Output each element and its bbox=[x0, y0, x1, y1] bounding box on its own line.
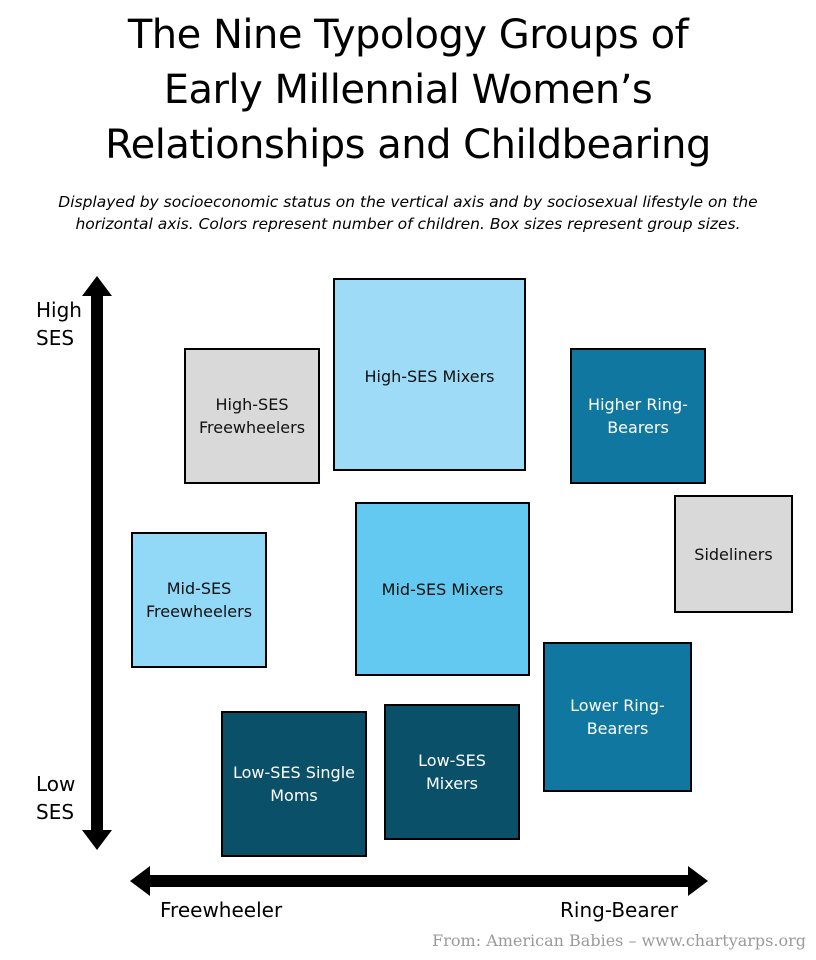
group-mid-ses-freewheelers: Mid-SES Freewheelers bbox=[131, 532, 267, 668]
y-axis-high-line-1: High bbox=[36, 298, 82, 322]
y-axis-low-label: Low SES bbox=[36, 770, 75, 826]
subtitle-line-1: Displayed by socioeconomic status on the… bbox=[58, 193, 758, 211]
group-label: Sideliners bbox=[694, 544, 773, 564]
vertical-axis-arrow bbox=[82, 276, 112, 850]
group-label-line-1: Low-SES bbox=[418, 751, 486, 770]
y-axis-high-label: High SES bbox=[36, 296, 82, 352]
group-label-line-1: Lower Ring- bbox=[570, 696, 665, 715]
y-axis-low-line-2: SES bbox=[36, 800, 75, 824]
title-line-3: Relationships and Childbearing bbox=[105, 122, 711, 168]
group-label-line-1: High-SES bbox=[215, 395, 289, 414]
group-label-line-2: Freewheelers bbox=[198, 418, 306, 437]
y-axis-high-line-2: SES bbox=[36, 326, 75, 350]
group-label-line-1: Mid-SES bbox=[166, 579, 232, 598]
x-axis-right-label: Ring-Bearer bbox=[560, 898, 678, 922]
group-label-line-1: Low-SES Single bbox=[233, 763, 355, 782]
y-axis-low-line-1: Low bbox=[36, 772, 76, 796]
subtitle-line-2: horizontal axis. Colors represent number… bbox=[75, 215, 741, 233]
group-low-ses-mixers: Low-SES Mixers bbox=[384, 704, 520, 840]
page-title: The Nine Typology Groups of Early Millen… bbox=[0, 8, 816, 173]
group-label-line-1: Higher Ring- bbox=[588, 395, 688, 414]
group-high-ses-freewheelers: High-SES Freewheelers bbox=[184, 348, 320, 484]
group-mid-ses-mixers: Mid-SES Mixers bbox=[355, 502, 530, 676]
group-label: High-SES Mixers bbox=[364, 367, 495, 386]
group-low-ses-single-moms: Low-SES Single Moms bbox=[221, 711, 367, 857]
title-line-2: Early Millennial Women’s bbox=[163, 67, 653, 113]
group-label-line-2: Freewheelers bbox=[145, 602, 253, 621]
group-high-ses-mixers: High-SES Mixers bbox=[333, 278, 526, 471]
group-label-line-2: Bearers bbox=[586, 719, 649, 738]
group-sideliners: Sideliners bbox=[674, 495, 793, 613]
group-label-line-2: Bearers bbox=[607, 418, 669, 437]
group-label-line-2: Mixers bbox=[426, 774, 478, 793]
title-line-1: The Nine Typology Groups of bbox=[127, 12, 689, 58]
group-higher-ring-bearers: Higher Ring- Bearers bbox=[570, 348, 706, 484]
source-credit: From: American Babies – www.chartyarps.o… bbox=[432, 931, 806, 950]
group-label: Mid-SES Mixers bbox=[381, 579, 504, 599]
x-axis-left-label: Freewheeler bbox=[160, 898, 283, 922]
group-lower-ring-bearers: Lower Ring- Bearers bbox=[543, 642, 692, 792]
group-label-line-2: Moms bbox=[270, 786, 318, 805]
horizontal-axis-arrow bbox=[130, 866, 708, 896]
subtitle: Displayed by socioeconomic status on the… bbox=[30, 191, 786, 235]
